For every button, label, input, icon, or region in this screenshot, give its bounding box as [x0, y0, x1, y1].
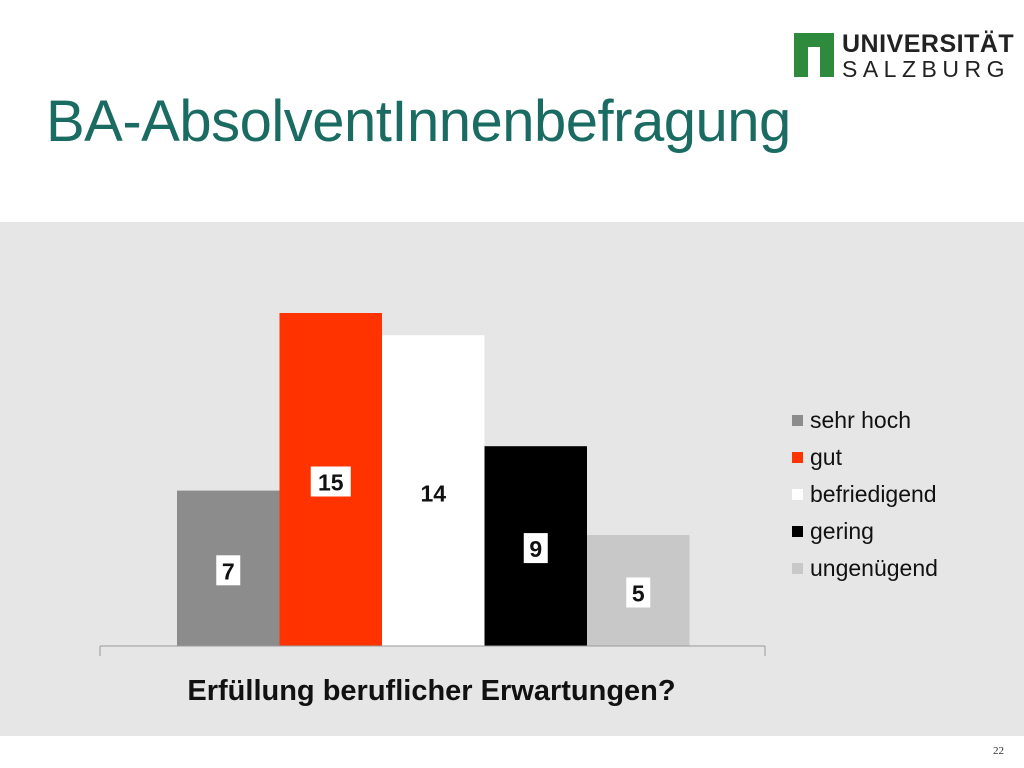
logo-line-2: SALZBURG [842, 56, 1010, 82]
data-label: 9 [529, 536, 542, 562]
x-axis-label: Erfüllung beruflicher Erwartungen? [187, 675, 675, 707]
legend-swatch [792, 526, 803, 537]
university-logo: UNIVERSITÄT SALZBURG [794, 30, 1014, 82]
data-label: 5 [632, 581, 645, 607]
data-label-box [216, 555, 241, 586]
data-label-box [523, 533, 548, 564]
data-label: 14 [420, 481, 446, 507]
legend-swatch [792, 489, 803, 500]
page-number: 22 [993, 745, 1004, 757]
legend-label: gut [810, 444, 843, 470]
legend-label: ungenügend [810, 555, 938, 581]
logo-mark-icon [794, 33, 834, 77]
legend-swatch [792, 415, 803, 426]
bar-chart: 7 15 14 9 5 Erfüllung beruflicher Erwartungen… [99, 313, 938, 707]
data-label: 7 [222, 558, 235, 584]
legend-label: befriedigend [810, 481, 937, 507]
data-label-box [310, 466, 351, 497]
legend-label: sehr hoch [810, 407, 911, 433]
logo-line-1: UNIVERSITÄT [842, 30, 1015, 58]
legend-swatch [792, 452, 803, 463]
slide-title: BA-AbsolventInnenbefragung [46, 89, 791, 154]
bar-befriedigend [382, 335, 485, 646]
legend-label: gering [810, 518, 874, 544]
data-label-box [626, 577, 651, 608]
chart-panel: 7 15 14 9 5 Erfüllung beruflicher Erwartungen… [0, 222, 1024, 736]
data-label: 15 [318, 470, 344, 496]
legend-swatch [792, 563, 803, 574]
